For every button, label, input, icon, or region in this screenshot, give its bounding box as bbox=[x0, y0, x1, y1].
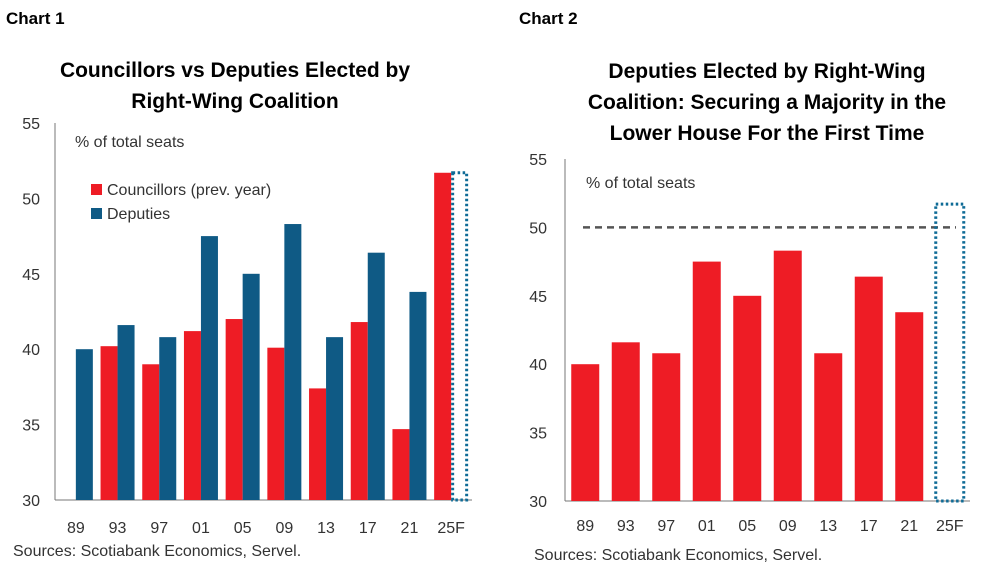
chart-2-y-tick-label: 45 bbox=[529, 289, 547, 306]
chart-2-forecast-box bbox=[934, 202, 966, 503]
chart-1-bar-deputies bbox=[242, 273, 260, 500]
chart-2-bar-deputies bbox=[854, 276, 883, 501]
chart-1-bar-councillors bbox=[434, 172, 452, 501]
chart-2-panel: Chart 2 Deputies Elected by Right-Wing C… bbox=[500, 0, 994, 579]
chart-1-x-tick-label: 93 bbox=[109, 520, 127, 537]
chart-2-x-tick-label: 25F bbox=[936, 518, 964, 535]
chart-1-forecast-box bbox=[451, 171, 469, 502]
chart-2-title: Deputies Elected by Right-Wing Coalition… bbox=[540, 56, 994, 149]
chart-1-y-tick-label: 35 bbox=[22, 418, 40, 435]
chart-2-y-tick-label: 50 bbox=[529, 220, 547, 237]
chart-1-legend-swatch bbox=[91, 184, 102, 195]
chart-2-title-line3: Lower House For the First Time bbox=[609, 122, 925, 145]
chart-1-legend-label: Councillors (prev. year) bbox=[107, 182, 271, 199]
chart-2-source: Sources: Scotiabank Economics, Servel. bbox=[534, 547, 823, 564]
chart-1-x-tick-label: 21 bbox=[401, 520, 419, 537]
chart-2-y-tick-label: 55 bbox=[529, 152, 547, 169]
chart-1-bar-councillors bbox=[309, 388, 327, 500]
chart-2-ylabel: % of total seats bbox=[586, 175, 695, 192]
chart-2-x-tick-label: 01 bbox=[698, 518, 716, 535]
chart-1-bar-deputies bbox=[284, 224, 302, 500]
chart-1-bar-deputies bbox=[159, 337, 177, 500]
chart-2-x-tick-label: 93 bbox=[617, 518, 635, 535]
chart-1-bar-deputies bbox=[409, 291, 427, 500]
chart-2-bar-deputies bbox=[773, 250, 802, 501]
chart-2-x-tick-label: 97 bbox=[657, 518, 675, 535]
chart-1-x-tick-label: 13 bbox=[317, 520, 335, 537]
chart-2-bar-deputies bbox=[692, 261, 721, 501]
chart-2-bar-deputies bbox=[611, 342, 640, 501]
chart-2-x-tick-label: 21 bbox=[900, 518, 918, 535]
chart-1-x-tick-label: 01 bbox=[192, 520, 210, 537]
chart-1-bar-councillors bbox=[392, 429, 410, 500]
chart-1-legend-swatch bbox=[91, 208, 102, 219]
chart-1-x-tick-label: 17 bbox=[359, 520, 377, 537]
chart-1-x-tick-label: 05 bbox=[234, 520, 252, 537]
chart-1-source: Sources: Scotiabank Economics, Servel. bbox=[13, 543, 302, 560]
chart-2-title-line2: Coalition: Securing a Majority in the bbox=[587, 91, 947, 114]
chart-1-x-tick-label: 97 bbox=[150, 520, 168, 537]
chart-1-panel: Chart 1 Councillors vs Deputies Elected … bbox=[6, 9, 472, 560]
chart-2-x-tick-label: 13 bbox=[819, 518, 837, 535]
chart-1-x-tick-label: 25F bbox=[437, 520, 465, 537]
chart-1-legend: Councillors (prev. year) Deputies bbox=[91, 182, 271, 223]
chart-2-bar-deputies bbox=[814, 353, 843, 501]
chart-1-bar-deputies bbox=[326, 337, 344, 500]
chart-1-y-tick-label: 50 bbox=[22, 191, 40, 208]
chart-2-y-tick-label: 40 bbox=[529, 357, 547, 374]
chart-1-y-tick-label: 45 bbox=[22, 267, 40, 284]
chart-1-bar-councillors bbox=[225, 319, 243, 500]
chart-1-y-tick-label: 30 bbox=[22, 493, 40, 510]
chart-1-bar-councillors bbox=[142, 364, 160, 500]
chart-2-label: Chart 2 bbox=[519, 9, 578, 28]
chart-2-svg: 30 35 40 45 50 55 89 93 97 01 05 09 13 17 21 25F % of t… bbox=[529, 152, 970, 535]
chart-2-x-tick-label: 17 bbox=[860, 518, 878, 535]
chart-1-x-tick-label: 09 bbox=[275, 520, 293, 537]
chart-1-bar-deputies bbox=[200, 236, 218, 500]
chart-1-svg: 30 35 40 45 50 55 89 93 97 01 05 09 13 17 21 25F % of t… bbox=[22, 116, 472, 537]
chart-1-y-tick-label: 55 bbox=[22, 116, 40, 133]
chart-2-bar-deputies bbox=[733, 295, 762, 501]
chart-2-bar-deputies bbox=[895, 312, 924, 501]
chart-2-x-tick-label: 89 bbox=[576, 518, 594, 535]
chart-1-bar-councillors bbox=[350, 322, 368, 500]
chart-1-label: Chart 1 bbox=[6, 9, 65, 28]
chart-1-bar-deputies bbox=[367, 252, 385, 500]
chart-1-y-tick-label: 40 bbox=[22, 342, 40, 359]
chart-1-ylabel: % of total seats bbox=[75, 134, 184, 151]
chart-1-bar-deputies bbox=[117, 325, 135, 500]
chart-2-title-line1: Deputies Elected by Right-Wing bbox=[608, 60, 926, 83]
chart-2-bar-deputies bbox=[652, 353, 681, 501]
chart-2-bar-deputies bbox=[571, 364, 600, 501]
chart-1-title-line1: Councillors vs Deputies Elected by bbox=[59, 59, 411, 82]
chart-2-y-tick-label: 30 bbox=[529, 494, 547, 511]
chart-1-bar-councillors bbox=[267, 347, 285, 500]
chart-1-title-line2: Right-Wing Coalition bbox=[131, 90, 339, 113]
chart-2-x-tick-label: 09 bbox=[779, 518, 797, 535]
chart-1-x-tick-label: 89 bbox=[67, 520, 85, 537]
chart-2-y-tick-label: 35 bbox=[529, 426, 547, 443]
chart-1-title: Councillors vs Deputies Elected by Right… bbox=[20, 55, 450, 117]
chart-1-bar-deputies bbox=[75, 349, 93, 500]
chart-1-bar-councillors bbox=[100, 346, 118, 500]
chart-1-bar-councillors bbox=[183, 331, 201, 500]
chart-2-x-tick-label: 05 bbox=[738, 518, 756, 535]
chart-1-legend-label: Deputies bbox=[107, 206, 170, 223]
